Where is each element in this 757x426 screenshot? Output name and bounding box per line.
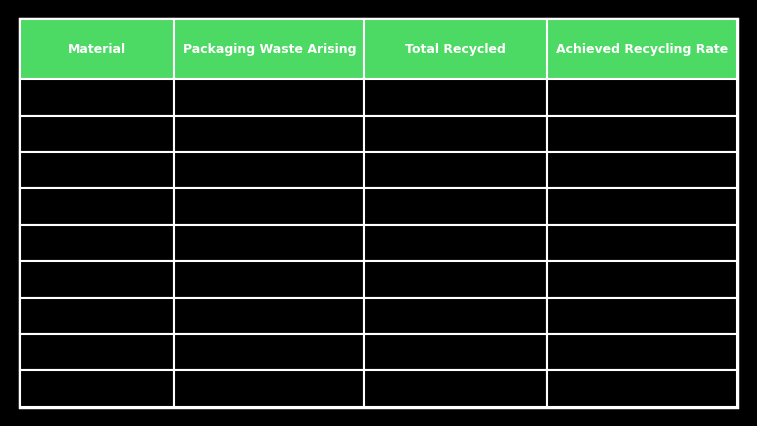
Text: Steel: Steel [82, 164, 114, 177]
Text: Plastic: Plastic [77, 273, 118, 286]
Text: Material: Material [68, 43, 126, 56]
Text: 3,247: 3,247 [438, 200, 473, 213]
Text: Other Materials: Other Materials [49, 346, 146, 359]
Bar [547, 19, 737, 79]
Bar [547, 371, 737, 407]
Bar [547, 225, 737, 261]
Text: Total Recycled: Total Recycled [405, 43, 506, 56]
Text: 155: 155 [257, 346, 282, 359]
Bar [20, 261, 174, 298]
Text: Total: Total [83, 382, 112, 395]
Bar [364, 115, 547, 152]
Text: 11,112: 11,112 [248, 382, 291, 395]
Bar [174, 19, 364, 79]
Text: 1,008: 1,008 [438, 273, 473, 286]
Text: 441: 441 [257, 164, 281, 177]
Bar [174, 371, 364, 407]
Bar [364, 261, 547, 298]
Text: 181: 181 [257, 127, 281, 140]
Text: 45: 45 [261, 309, 277, 322]
Text: 28: 28 [447, 309, 463, 322]
Text: 2,292: 2,292 [251, 91, 287, 104]
Bar [20, 334, 174, 371]
Text: Packaging Waste Arising: Packaging Waste Arising [182, 43, 356, 56]
Text: Wood: Wood [80, 236, 115, 250]
Bar [20, 152, 174, 188]
Text: 86.6%: 86.6% [621, 200, 662, 213]
Bar [20, 115, 174, 152]
Bar [174, 334, 364, 371]
Text: 86.0%: 86.0% [621, 91, 662, 104]
Bar [174, 298, 364, 334]
Bar [547, 152, 737, 188]
Text: 76.6%: 76.6% [621, 164, 662, 177]
Bar [174, 79, 364, 115]
Bar [547, 298, 737, 334]
Text: 41.9%: 41.9% [621, 346, 662, 359]
Bar [20, 298, 174, 334]
Text: 59.7%: 59.7% [621, 127, 662, 140]
Text: 40.5%: 40.5% [621, 273, 662, 286]
Bar [20, 79, 174, 115]
Bar [174, 188, 364, 225]
Text: 59.8%: 59.8% [621, 236, 662, 250]
Text: 65: 65 [447, 346, 463, 359]
Text: 3,750: 3,750 [251, 200, 287, 213]
Text: 1,760: 1,760 [251, 236, 287, 250]
Bar [174, 261, 364, 298]
Text: Paper & Card: Paper & Card [56, 200, 139, 213]
Text: Achieved Recycling Rate: Achieved Recycling Rate [556, 43, 727, 56]
Text: Aluminium: Aluminium [64, 127, 131, 140]
Bar [20, 188, 174, 225]
Bar [547, 115, 737, 152]
Bar [174, 152, 364, 188]
Bar [364, 298, 547, 334]
Text: 2,488: 2,488 [251, 273, 287, 286]
Text: 1,972: 1,972 [438, 91, 473, 104]
Bar [364, 225, 547, 261]
Text: Glass: Glass [80, 91, 114, 104]
Bar [364, 19, 547, 79]
Bar [174, 225, 364, 261]
Text: 338: 338 [444, 164, 467, 177]
Bar [20, 225, 174, 261]
Text: 1,053: 1,053 [438, 236, 473, 250]
Bar [364, 371, 547, 407]
Text: 70.4%: 70.4% [621, 382, 662, 395]
Text: 62.2%: 62.2% [621, 309, 662, 322]
Bar [174, 115, 364, 152]
Bar [547, 79, 737, 115]
Bar [20, 371, 174, 407]
Bar [364, 79, 547, 115]
Bar [364, 334, 547, 371]
Bar [20, 19, 174, 79]
Bar [547, 188, 737, 225]
Bar [364, 152, 547, 188]
Text: 108: 108 [444, 127, 467, 140]
Bar [547, 261, 737, 298]
Text: Other Glass: Other Glass [61, 309, 134, 322]
Bar [364, 188, 547, 225]
Bar [547, 334, 737, 371]
Text: 7,819: 7,819 [438, 382, 473, 395]
